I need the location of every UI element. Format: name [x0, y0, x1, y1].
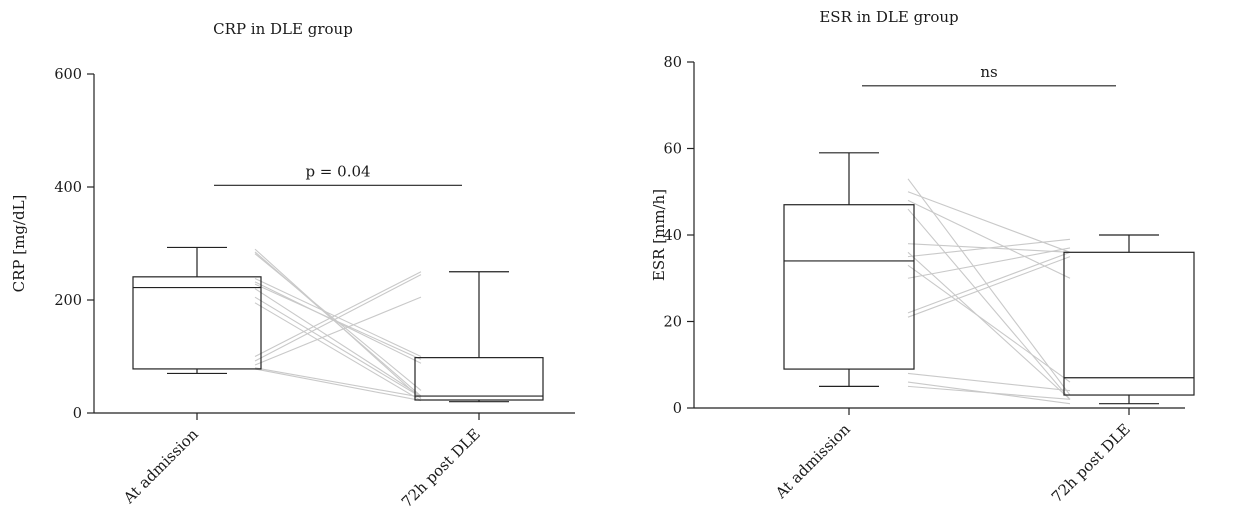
significance-label: ns	[980, 63, 997, 81]
y-tick-label: 0	[73, 406, 82, 422]
y-tick-label: 40	[664, 228, 682, 244]
y-tick-label: 80	[664, 55, 682, 71]
y-tick-label: 600	[54, 67, 82, 83]
x-tick-label: 72h post DLE	[1048, 420, 1134, 506]
paired-line	[254, 367, 422, 398]
paired-line	[907, 199, 1071, 279]
paired-line	[907, 251, 1071, 400]
esr-panel: ESR in DLE group ESR [mm/h] 0 20 40 60 80 At ad…	[650, 8, 1195, 506]
x-tick-label: 72h post DLE	[398, 425, 484, 511]
y-tick-label: 0	[673, 401, 682, 417]
paired-line	[254, 296, 422, 398]
paired-line	[907, 385, 1071, 400]
y-tick-label: 20	[664, 315, 682, 331]
y-tick-label: 60	[664, 142, 682, 158]
paired-line	[907, 238, 1071, 258]
paired-line	[254, 281, 422, 364]
paired-line	[907, 251, 1071, 314]
box-iqr	[783, 204, 915, 370]
box-iqr	[414, 357, 544, 401]
y-axis-label: CRP [mg/dL]	[10, 195, 28, 293]
box-iqr	[1063, 251, 1195, 396]
paired-line	[254, 368, 422, 402]
y-tick-label: 400	[54, 180, 82, 196]
paired-line	[254, 296, 422, 366]
paired-line	[254, 274, 422, 362]
paired-line	[907, 191, 1071, 253]
paired-line	[907, 264, 1071, 383]
box-iqr	[132, 276, 262, 370]
chart-title: ESR in DLE group	[819, 8, 958, 26]
y-tick-label: 200	[54, 293, 82, 309]
paired-line	[907, 247, 1071, 279]
paired-line	[254, 302, 422, 402]
chart-title: CRP in DLE group	[213, 20, 353, 38]
paired-line	[254, 288, 422, 397]
paired-line	[907, 372, 1071, 392]
x-tick-label: At admission	[119, 425, 202, 508]
paired-line	[254, 271, 422, 357]
y-axis-label: ESR [mm/h]	[650, 189, 668, 281]
paired-line	[907, 256, 1071, 318]
paired-line	[254, 283, 422, 360]
crp-panel: CRP in DLE group CRP [mg/dL] 0 200 400 600 At …	[10, 20, 575, 511]
x-tick-label: At admission	[771, 420, 854, 503]
significance-label: p = 0.04	[305, 162, 370, 180]
paired-line	[907, 208, 1071, 400]
